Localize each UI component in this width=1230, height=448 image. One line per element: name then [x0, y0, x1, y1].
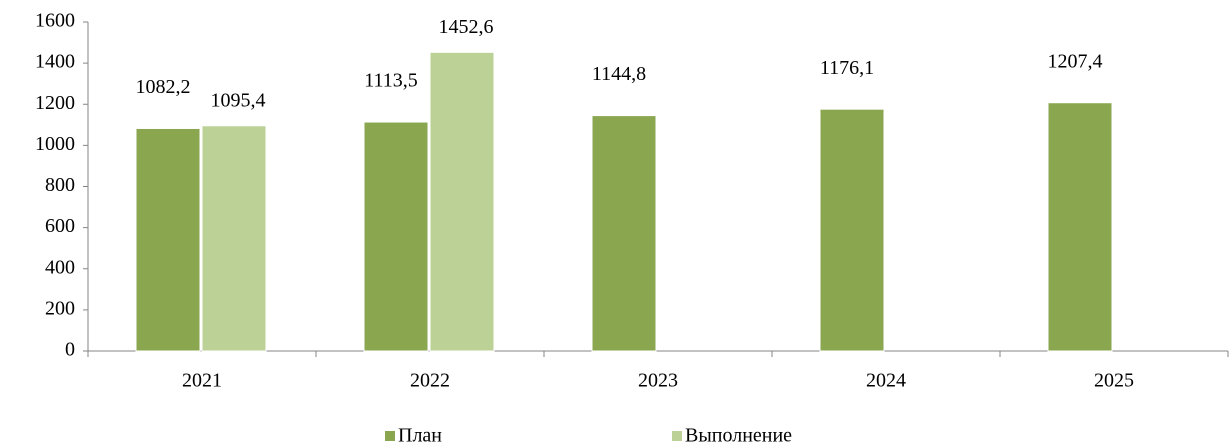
- data-label: 1095,4: [211, 89, 266, 111]
- x-tick-label: 2023: [638, 370, 678, 392]
- bar: [819, 108, 885, 352]
- x-tick-label: 2025: [1094, 370, 1134, 392]
- bar: [1047, 102, 1113, 352]
- data-label: 1176,1: [820, 57, 874, 79]
- y-tick-label: 200: [45, 297, 75, 319]
- y-tick-label: 1600: [35, 10, 75, 32]
- y-tick-label: 400: [45, 256, 75, 278]
- y-tick-label: 0: [65, 339, 75, 361]
- bar: [201, 125, 267, 352]
- bar: [363, 121, 429, 352]
- legend-label: План: [398, 425, 442, 447]
- y-tick-label: 600: [45, 215, 75, 237]
- y-tick-label: 1200: [35, 92, 75, 114]
- bar: [591, 115, 657, 352]
- legend-swatch: [672, 431, 682, 441]
- data-label: 1113,5: [364, 70, 418, 92]
- y-tick-label: 800: [45, 174, 75, 196]
- x-tick-label: 2022: [410, 370, 450, 392]
- x-tick-label: 2024: [866, 370, 906, 392]
- data-label: 1207,4: [1048, 50, 1103, 72]
- y-tick-label: 1400: [35, 51, 75, 73]
- legend-label: Выполнение: [685, 425, 792, 447]
- bar: [135, 127, 201, 352]
- y-tick-label: 1000: [35, 133, 75, 155]
- data-label: 1452,6: [439, 16, 494, 38]
- data-label: 1144,8: [592, 63, 646, 85]
- data-label: 1082,2: [136, 76, 191, 98]
- bar: [429, 51, 495, 352]
- x-tick-label: 2021: [182, 370, 222, 392]
- legend-swatch: [385, 431, 395, 441]
